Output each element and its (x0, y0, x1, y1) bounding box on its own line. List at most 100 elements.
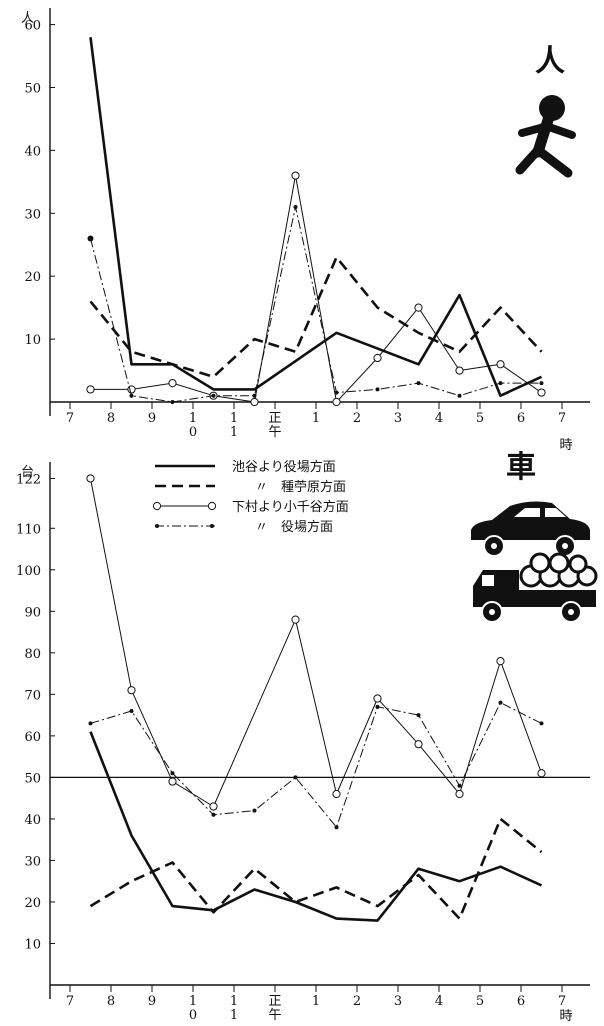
x-axis-label: 時 (559, 438, 572, 453)
data-point-shimomura_yakuba (88, 235, 94, 241)
y-tick-label: 30 (24, 854, 41, 869)
data-point-shimomura_yakuba (171, 400, 175, 404)
data-point-shimomura_yakuba (335, 391, 339, 395)
y-tick-label: 90 (24, 605, 41, 620)
data-point-shimomura_yakuba (335, 825, 339, 829)
people-icon-label: 人 (535, 44, 565, 79)
data-point-shimomura_yakuba (212, 394, 216, 398)
series-line-shimomura_yakuba (91, 207, 542, 402)
x-tick-label: 2 (353, 994, 361, 1009)
x-tick-label: 5 (476, 411, 484, 426)
data-point-shimomura (497, 658, 504, 665)
y-tick-label: 30 (24, 207, 41, 222)
x-axis-label: 時 (559, 1009, 572, 1022)
x-tick-label: 6 (517, 994, 525, 1009)
x-tick-label: 3 (394, 994, 402, 1009)
legend-marker-shimomura (208, 502, 215, 509)
series-line-tanehara (91, 257, 542, 377)
x-tick-label: 8 (107, 411, 115, 426)
data-point-shimomura_yakuba (294, 205, 298, 209)
car-icon (471, 502, 590, 556)
x-tick-label: 7 (66, 994, 74, 1009)
data-point-shimomura_yakuba (253, 809, 257, 813)
data-point-shimomura (456, 367, 463, 374)
data-point-shimomura (415, 741, 422, 748)
data-point-shimomura_yakuba (253, 394, 257, 398)
series-line-ikeya (91, 37, 542, 396)
data-point-shimomura (292, 616, 299, 623)
people-chart: 10 20 30 40 50 60 7 8 9 1 0 1 1 正午 1 2 3 4 5 6 7 人時 (21, 8, 590, 453)
legend-label-tanehara: 〃 種苧原方面 (255, 479, 346, 495)
data-point-shimomura_yakuba (376, 387, 380, 391)
legend: 池谷より役場方面 〃 種苧原方面 下村より小千谷方面 〃 役場方面 (153, 459, 348, 535)
legend-marker-shimomura (153, 502, 160, 509)
data-point-shimomura_yakuba (540, 721, 544, 725)
x-tick-label: 10 (189, 994, 197, 1022)
data-point-shimomura (374, 695, 381, 702)
x-tick-label: 7 (66, 411, 74, 426)
data-point-shimomura (87, 386, 94, 393)
y-tick-label: 60 (24, 730, 41, 745)
data-point-shimomura (415, 304, 422, 311)
y-unit-label: 人 (21, 11, 34, 26)
legend-marker-shimomura-yakuba (155, 524, 159, 528)
x-tick-label: 2 (353, 411, 361, 426)
series-line-shimomura_yakuba (91, 703, 542, 828)
y-tick-label: 50 (24, 81, 41, 96)
data-point-shimomura_yakuba (417, 713, 421, 717)
legend-marker-shimomura-yakuba (210, 524, 214, 528)
data-point-shimomura (374, 354, 381, 361)
x-tick-label: 4 (435, 411, 443, 426)
data-point-shimomura_yakuba (130, 709, 134, 713)
series-line-ikeya (91, 732, 542, 921)
y-tick-label: 70 (24, 688, 41, 703)
y-tick-label: 10 (24, 937, 41, 952)
x-tick-label: 4 (435, 994, 443, 1009)
data-point-shimomura (87, 475, 94, 482)
x-tick-label: 正午 (268, 994, 281, 1022)
data-point-shimomura (333, 790, 340, 797)
y-tick-label: 100 (16, 564, 41, 579)
x-tick-label: 9 (148, 994, 156, 1009)
vehicle-icon-label: 車 (506, 450, 536, 485)
y-tick-label: 40 (24, 144, 41, 159)
legend-label-shimomura-yakuba: 〃 役場方面 (255, 519, 333, 535)
data-point-shimomura (456, 790, 463, 797)
x-tick-label: 6 (517, 411, 525, 426)
data-point-shimomura_yakuba (540, 381, 544, 385)
y-unit-label: 台 (21, 465, 34, 480)
series-line-tanehara (91, 819, 542, 919)
data-point-shimomura_yakuba (417, 381, 421, 385)
data-point-shimomura (128, 687, 135, 694)
data-point-shimomura (251, 398, 258, 405)
data-point-shimomura (538, 389, 545, 396)
data-point-shimomura_yakuba (458, 394, 462, 398)
data-point-shimomura_yakuba (499, 701, 503, 705)
x-tick-label: 正午 (268, 411, 281, 440)
data-point-shimomura_yakuba (171, 771, 175, 775)
data-point-shimomura_yakuba (212, 813, 216, 817)
x-tick-label: 1 (312, 411, 320, 426)
data-point-shimomura (333, 398, 340, 405)
y-tick-label: 10 (24, 333, 41, 348)
walking-person-icon (520, 95, 572, 173)
series-line-shimomura (91, 176, 542, 403)
x-tick-label: 8 (107, 994, 115, 1009)
data-point-shimomura (292, 172, 299, 179)
truck-icon (473, 554, 596, 622)
data-point-shimomura_yakuba (89, 721, 93, 725)
y-tick-label: 50 (24, 771, 41, 786)
data-point-shimomura (538, 770, 545, 777)
x-tick-label: 7 (558, 994, 566, 1009)
y-tick-label: 80 (24, 647, 41, 662)
x-tick-label: 3 (394, 411, 402, 426)
x-tick-label: 7 (558, 411, 566, 426)
y-tick-label: 40 (24, 813, 41, 828)
data-point-shimomura (210, 803, 217, 810)
data-point-shimomura (169, 380, 176, 387)
y-tick-label: 20 (24, 896, 41, 911)
data-point-shimomura_yakuba (458, 784, 462, 788)
